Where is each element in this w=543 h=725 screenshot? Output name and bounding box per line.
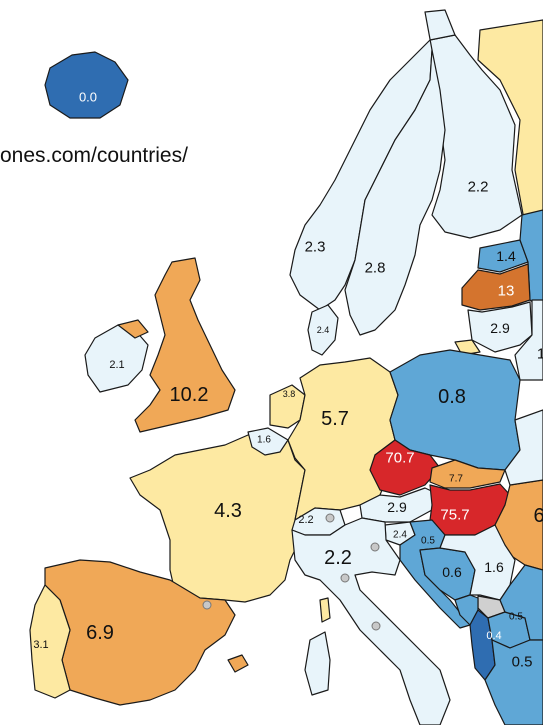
label-belgium: 1.6: [257, 435, 271, 446]
country-ukraine[interactable]: [504, 409, 543, 486]
country-estonia[interactable]: [477, 239, 529, 273]
label-north-macedonia: 0.5: [512, 654, 533, 671]
country-belgium[interactable]: [247, 427, 289, 456]
country-italy[interactable]: [291, 517, 451, 725]
country-slovakia[interactable]: [429, 459, 506, 489]
label-portugal: 3.1: [33, 639, 48, 651]
label-norway: 2.3: [305, 239, 326, 256]
label-denmark: 2.4: [317, 325, 330, 335]
label-spain: 6.9: [86, 622, 114, 644]
marker-dot-1: [202, 600, 212, 610]
label-netherlands: 3.8: [283, 389, 296, 399]
label-iceland: 0.0: [79, 90, 97, 105]
label-uk: 10.2: [170, 384, 209, 406]
marker-dot-3: [370, 542, 380, 552]
country-northern-ireland[interactable]: [117, 319, 149, 339]
label-poland: 0.8: [438, 386, 466, 408]
label-romania: 6: [533, 505, 543, 527]
country-latvia[interactable]: [461, 263, 531, 311]
label-belarus-edge: 1: [537, 346, 543, 363]
label-estonia: 1.4: [496, 248, 516, 264]
label-lithuania: 2.9: [490, 320, 510, 336]
marker-dot-4: [340, 573, 350, 583]
label-czechia: 70.7: [385, 450, 414, 467]
label-austria: 2.9: [387, 499, 407, 515]
source-url-text: ones.com/countries/: [0, 144, 188, 167]
marker-dot-5: [371, 621, 381, 631]
country-greece[interactable]: [484, 639, 543, 725]
country-iceland[interactable]: [44, 51, 129, 119]
label-italy: 2.2: [324, 547, 352, 569]
label-latvia: 13: [498, 283, 515, 300]
label-ireland: 2.1: [109, 359, 124, 371]
country-portugal[interactable]: [29, 584, 71, 699]
label-germany: 5.7: [321, 408, 349, 430]
country-kaliningrad[interactable]: [454, 339, 481, 356]
country-uk[interactable]: [134, 257, 236, 433]
label-hungary: 75.7: [440, 507, 469, 524]
label-finland: 2.2: [468, 179, 489, 196]
label-switzerland: 2.2: [298, 514, 313, 526]
country-russia-north[interactable]: [477, 19, 543, 226]
island-mallorca[interactable]: [227, 654, 249, 673]
country-sweden[interactable]: [344, 49, 446, 336]
label-croatia: 0.5: [421, 536, 435, 547]
label-slovenia: 2.4: [393, 530, 407, 541]
island-corsica[interactable]: [319, 597, 331, 623]
island-sardinia[interactable]: [304, 631, 331, 696]
label-montenegro: 0.5: [509, 612, 523, 623]
label-bosnia: 0.6: [442, 564, 462, 580]
label-albania: 0.4: [486, 630, 501, 642]
country-denmark[interactable]: [307, 304, 339, 356]
label-france: 4.3: [214, 500, 242, 522]
label-sweden: 2.8: [365, 260, 386, 277]
marker-dot-2: [325, 513, 335, 523]
label-slovakia: 7.7: [449, 474, 463, 485]
label-serbia: 1.6: [484, 559, 504, 575]
